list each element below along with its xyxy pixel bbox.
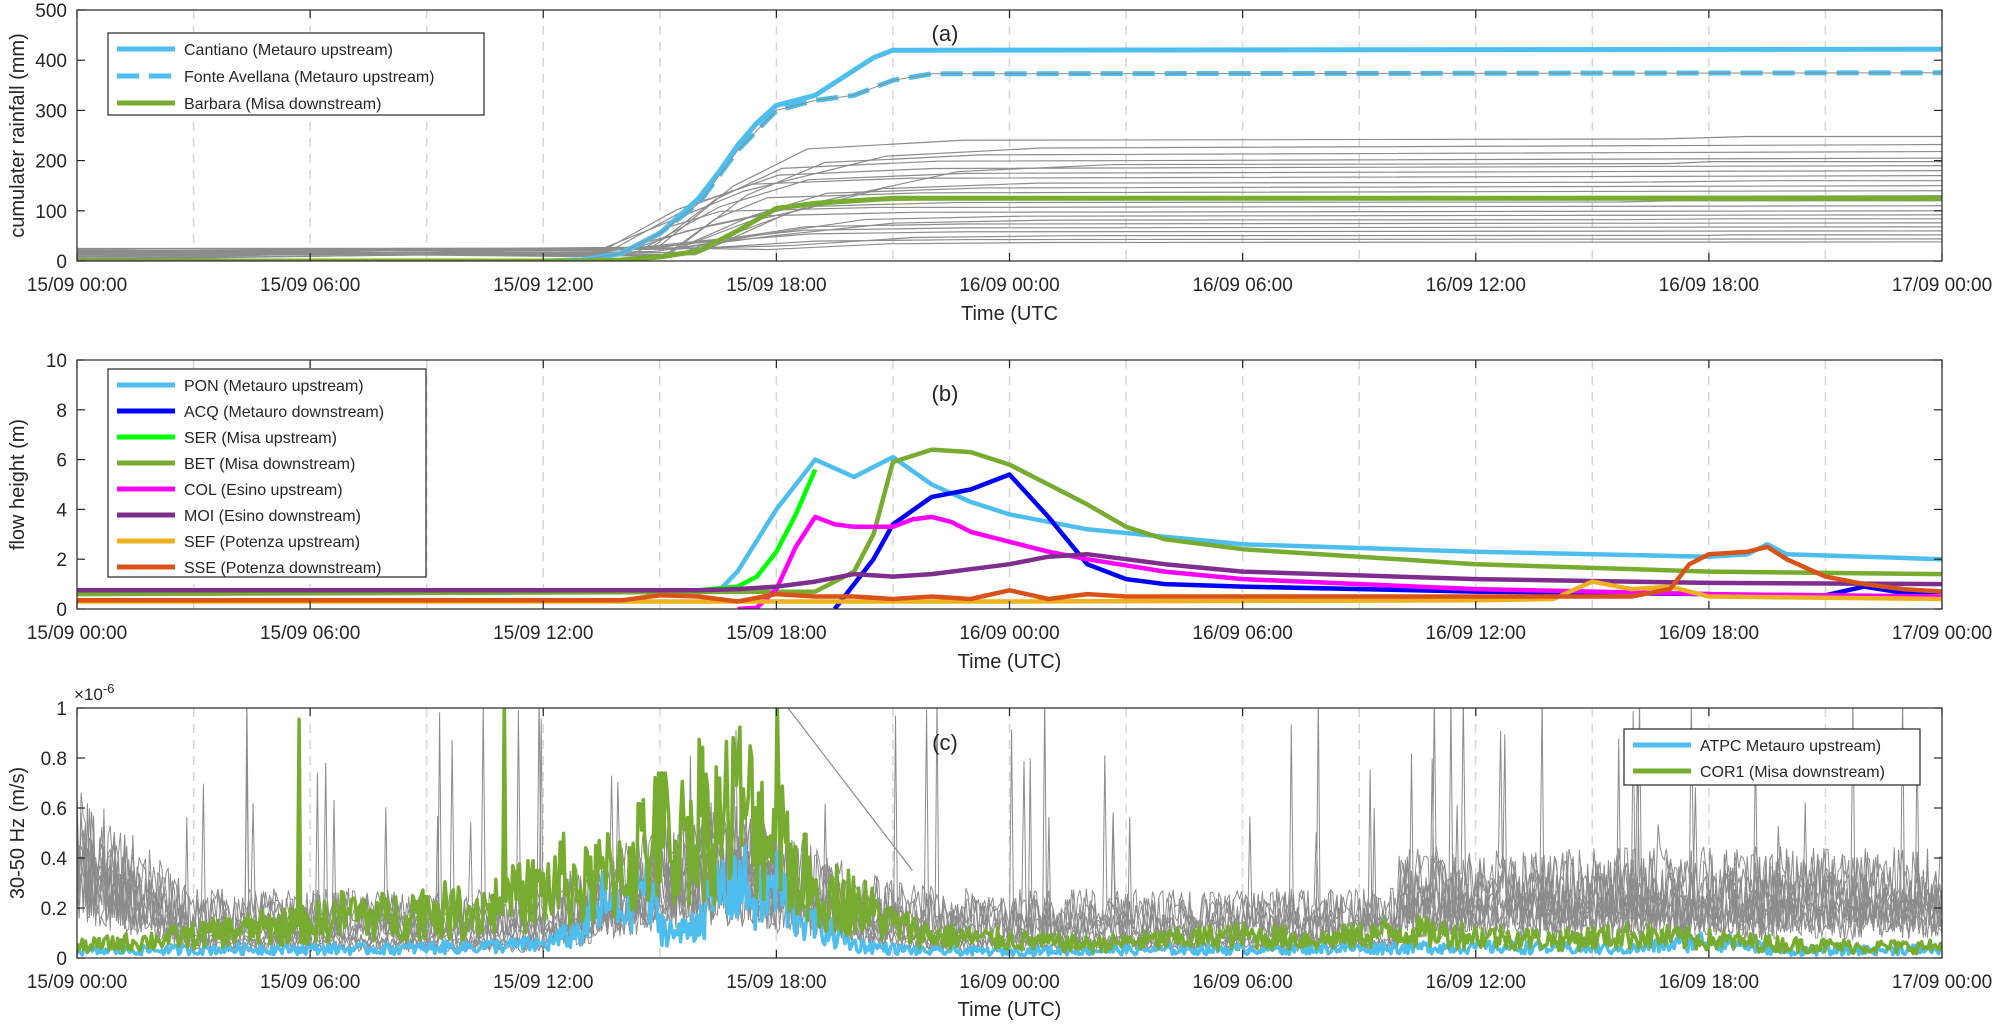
- x-tick-label: 17/09 00:00: [1892, 275, 1992, 296]
- x-tick-label: 17/09 00:00: [1892, 623, 1992, 644]
- x-tick-label: 16/09 00:00: [959, 972, 1059, 993]
- series-barbara: [77, 195, 1942, 261]
- x-tick-label: 16/09 00:00: [959, 275, 1059, 296]
- x-axis-label: Time (UTC): [958, 999, 1062, 1021]
- legend: ATPC Metauro upstream) COR1 (Misa downstr…: [1623, 728, 1921, 786]
- gray-trace: [787, 708, 913, 871]
- gray-trace: [77, 210, 1942, 256]
- x-tick-label: 15/09 18:00: [726, 623, 826, 644]
- legend-label: SEF (Potenza upstream): [184, 534, 360, 551]
- x-tick-label: 16/09 00:00: [959, 623, 1059, 644]
- x-tick-label: 16/09 18:00: [1659, 972, 1759, 993]
- x-tick-label: 15/09 18:00: [726, 275, 826, 296]
- y-tick-label: 0.8: [41, 749, 67, 770]
- legend-label: SSE (Potenza downstream): [184, 560, 381, 577]
- series-moi: [77, 551, 1942, 593]
- series-group: [77, 447, 1942, 609]
- x-tick-label: 16/09 06:00: [1192, 275, 1292, 296]
- series-sse: [77, 544, 1942, 604]
- y-tick-label: 100: [35, 202, 67, 223]
- panel-title: (a): [932, 21, 959, 46]
- panel-b: 15/09 00:00 15/09 06:00 15/09 12:00 15/09 1…: [7, 351, 1992, 673]
- gray-trace: [77, 190, 1942, 257]
- legend-label: ACQ (Metauro downstream): [184, 404, 384, 421]
- y-axis-label: flow height (m): [7, 419, 29, 550]
- x-tick-label: 15/09 00:00: [27, 275, 127, 296]
- legend-label: BET (Misa downstream): [184, 456, 355, 473]
- y-tick-label: 400: [35, 51, 67, 72]
- legend: PON (Metauro upstream) ACQ (Metauro downs…: [107, 368, 427, 578]
- gray-trace: [77, 205, 1942, 258]
- y-tick-label: 0: [56, 600, 67, 621]
- x-axis-label: Time (UTC: [961, 303, 1058, 325]
- x-tick-label: 15/09 12:00: [493, 275, 593, 296]
- x-tick-label: 16/09 06:00: [1192, 623, 1292, 644]
- x-tick-label: 16/09 18:00: [1659, 275, 1759, 296]
- legend-label: MOI (Esino downstream): [184, 508, 361, 525]
- series-bet: [77, 447, 1942, 597]
- x-tick-label: 15/09 06:00: [260, 623, 360, 644]
- x-tick-label: 16/09 12:00: [1426, 972, 1526, 993]
- y-axis-label: cumulater rainfall (mm): [7, 33, 29, 237]
- x-tick-label: 16/09 12:00: [1426, 275, 1526, 296]
- y-tick-label: 2: [56, 550, 67, 571]
- x-tick-label: 15/09 06:00: [260, 275, 360, 296]
- panel-title: (b): [932, 381, 959, 406]
- gray-trace: [77, 230, 1942, 254]
- x-tick-label: 15/09 06:00: [260, 972, 360, 993]
- legend-label: COR1 (Misa downstream): [1700, 764, 1885, 781]
- y-tick-label: 10: [46, 351, 67, 372]
- y-tick-label: 200: [35, 152, 67, 173]
- y-tick-label: 300: [35, 101, 67, 122]
- gray-trace: [77, 708, 1942, 947]
- legend-label: ATPC Metauro upstream): [1700, 738, 1881, 755]
- series-col: [737, 514, 1942, 609]
- y-tick-label: 0.6: [41, 799, 67, 820]
- x-tick-label: 16/09 18:00: [1659, 623, 1759, 644]
- y-tick-label: 0.2: [41, 899, 67, 920]
- panel-c: 15/09 00:00 15/09 06:00 15/09 12:00 15/09 1…: [7, 681, 1992, 1021]
- panel-title: (c): [932, 730, 958, 755]
- y-axis-label: 30-50 Hz (m/s): [7, 767, 29, 899]
- series-group: [77, 46, 1942, 261]
- x-tick-label: 15/09 12:00: [493, 972, 593, 993]
- y-tick-label: 6: [56, 451, 67, 472]
- x-tick-label: 17/09 00:00: [1892, 972, 1992, 993]
- panel-a: 15/09 00:00 15/09 06:00 15/09 12:00 15/09 1…: [7, 1, 1992, 325]
- gray-trace: [77, 708, 1942, 942]
- x-axis-label: Time (UTC): [958, 651, 1062, 673]
- legend-box: [1623, 728, 1921, 786]
- y-exponent-label: ×10-6: [74, 681, 114, 704]
- legend-label: Barbara (Misa downstream): [184, 96, 381, 113]
- y-tick-label: 4: [56, 500, 67, 521]
- x-tick-label: 15/09 12:00: [493, 623, 593, 644]
- x-tick-label: 16/09 06:00: [1192, 972, 1292, 993]
- y-tick-label: 0: [56, 949, 67, 970]
- x-tick-label: 15/09 18:00: [726, 972, 826, 993]
- legend-label: SER (Misa upstream): [184, 430, 337, 447]
- y-tick-label: 0: [56, 252, 67, 273]
- y-tick-label: 8: [56, 401, 67, 422]
- x-tick-label: 15/09 00:00: [27, 623, 127, 644]
- legend-label: PON (Metauro upstream): [184, 378, 364, 395]
- gray-trace: [77, 241, 1942, 260]
- x-tick-label: 16/09 12:00: [1426, 623, 1526, 644]
- series-cor1: [77, 708, 1942, 956]
- series-sef: [77, 579, 1942, 604]
- legend: Cantiano (Metauro upstream) Fonte Avellan…: [107, 32, 485, 116]
- y-tick-label: 0.4: [41, 849, 68, 870]
- gray-trace: [77, 238, 1942, 253]
- y-tick-label: 1: [56, 699, 67, 720]
- legend-label: Cantiano (Metauro upstream): [184, 42, 393, 59]
- x-tick-label: 15/09 00:00: [27, 972, 127, 993]
- legend-label: COL (Esino upstream): [184, 482, 343, 499]
- legend-label: Fonte Avellana (Metauro upstream): [184, 69, 435, 86]
- y-tick-label: 500: [35, 1, 67, 22]
